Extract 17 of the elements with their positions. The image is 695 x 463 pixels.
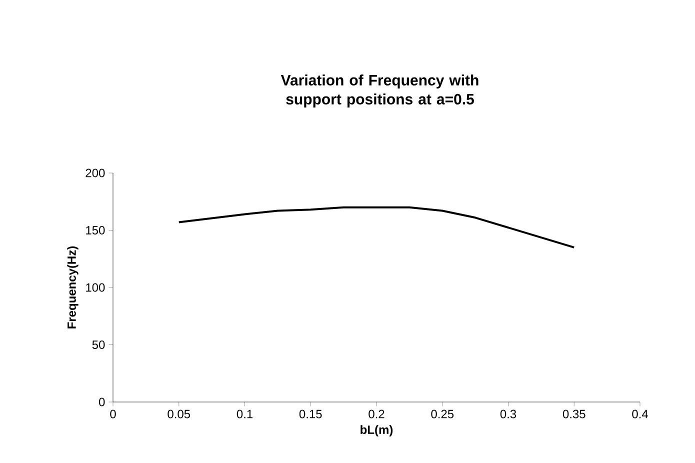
x-tick-label: 0.4 — [632, 410, 648, 418]
x-tick-label: 0.15 — [299, 410, 322, 418]
x-tick-label: 0.35 — [562, 410, 586, 418]
x-tick-label: 0.05 — [168, 410, 190, 418]
y-tick-label: 100 — [86, 283, 105, 292]
y-axis-title: Frequency(Hz) — [67, 246, 78, 328]
y-tick-label: 150 — [86, 226, 105, 234]
x-tick-label: 0.1 — [236, 410, 253, 418]
chart-title: Variation of Frequency with support positions at a=0.5 — [280, 74, 478, 108]
y-tick-label: 50 — [92, 340, 105, 349]
x-tick-label: 0.2 — [368, 410, 384, 418]
x-tick-label: 0 — [110, 410, 116, 418]
x-tick-label: 0.3 — [500, 410, 516, 418]
x-tick-label: 0.25 — [431, 410, 454, 418]
y-tick-label: 200 — [86, 168, 105, 178]
x-axis-title: bL(m) — [360, 425, 393, 436]
y-tick-label: 0 — [99, 398, 105, 406]
